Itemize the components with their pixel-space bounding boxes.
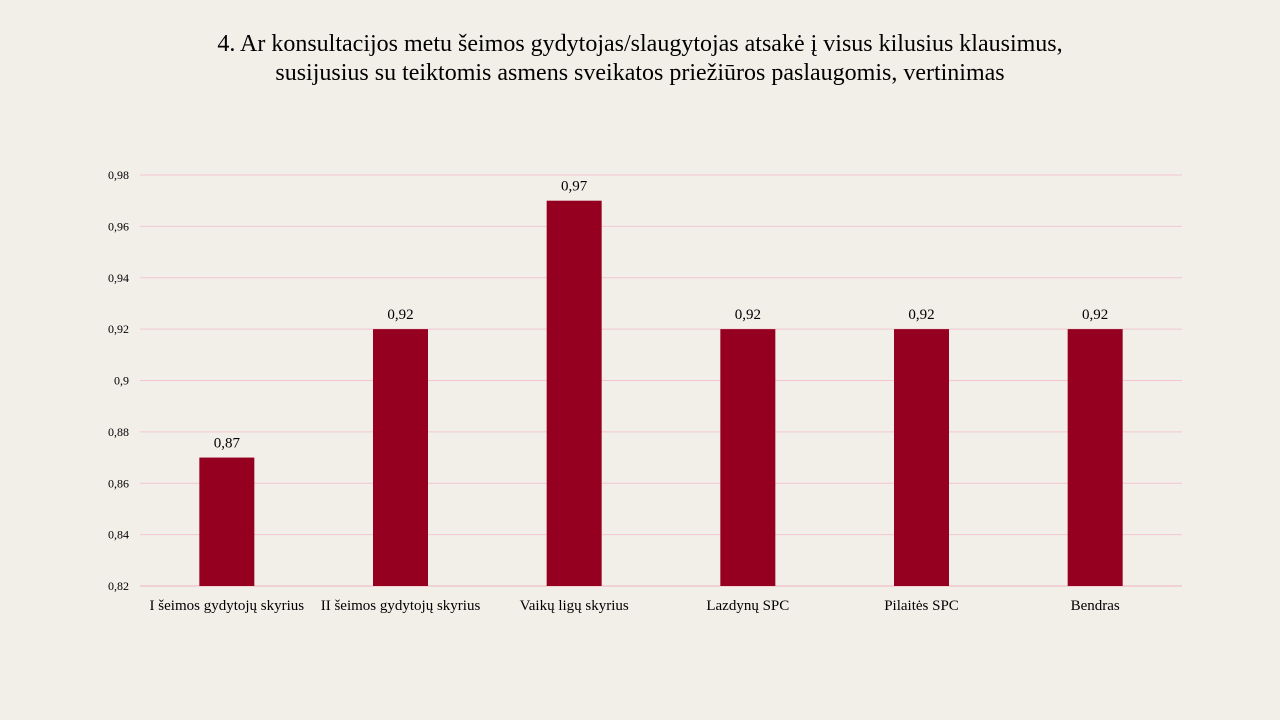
data-label: 0,92 bbox=[908, 307, 934, 323]
category-label: Pilaitės SPC bbox=[884, 598, 959, 614]
bar bbox=[720, 329, 776, 586]
data-label: 0,97 bbox=[561, 179, 588, 195]
data-label: 0,87 bbox=[214, 436, 241, 452]
chart-title-line-1: 4. Ar konsultacijos metu šeimos gydytoja… bbox=[217, 31, 1063, 57]
y-tick-label: 0,9 bbox=[114, 374, 129, 388]
bars bbox=[199, 200, 1123, 586]
bar bbox=[546, 200, 602, 586]
category-label: Bendras bbox=[1071, 598, 1120, 614]
gridlines bbox=[140, 174, 1182, 587]
y-tick-label: 0,82 bbox=[108, 579, 129, 593]
y-tick-label: 0,86 bbox=[108, 476, 129, 490]
bar bbox=[373, 329, 428, 586]
data-label: 0,92 bbox=[387, 307, 413, 323]
chart-title: 4. Ar konsultacijos metu šeimos gydytoja… bbox=[90, 30, 1190, 88]
data-label: 0,92 bbox=[1082, 307, 1108, 323]
y-tick-label: 0,88 bbox=[108, 425, 129, 439]
category-label: I šeimos gydytojų skyrius bbox=[150, 598, 305, 614]
bar bbox=[199, 457, 255, 586]
y-tick-label: 0,98 bbox=[108, 168, 129, 182]
chart-title-line-2: susijusius su teiktomis asmens sveikatos… bbox=[275, 60, 1005, 86]
bar bbox=[894, 329, 949, 586]
y-tick-label: 0,96 bbox=[108, 219, 129, 233]
x-axis-category-labels: I šeimos gydytojų skyrius II šeimos gydyt… bbox=[150, 598, 1120, 614]
y-tick-label: 0,94 bbox=[108, 271, 129, 285]
y-tick-label: 0,84 bbox=[108, 528, 129, 542]
category-label: II šeimos gydytojų skyrius bbox=[321, 598, 481, 614]
data-labels: 0,87 0,92 0,97 0,92 0,92 0,92 bbox=[214, 179, 1109, 452]
data-label: 0,92 bbox=[735, 307, 761, 323]
bar bbox=[1067, 329, 1123, 586]
y-axis-tick-labels: 0,82 0,84 0,86 0,88 0,9 0,92 0,94 0,96 0,98 bbox=[108, 168, 129, 593]
category-label: Vaikų ligų skyrius bbox=[520, 598, 629, 614]
y-tick-label: 0,92 bbox=[108, 322, 129, 336]
category-label: Lazdynų SPC bbox=[706, 598, 789, 614]
